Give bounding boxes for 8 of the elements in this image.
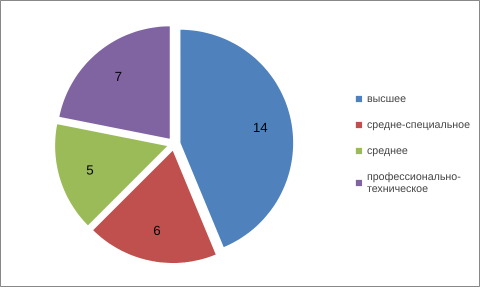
data-label: 5 — [86, 162, 94, 178]
data-label: 14 — [252, 120, 268, 135]
legend-label: высшее — [366, 92, 406, 104]
data-label: 7 — [114, 69, 122, 84]
data-label: 6 — [153, 223, 161, 238]
legend-label: профессионально-техническое — [366, 170, 461, 194]
legend-label: среднее — [366, 144, 408, 156]
legend-label: средне-специальное — [366, 118, 470, 130]
